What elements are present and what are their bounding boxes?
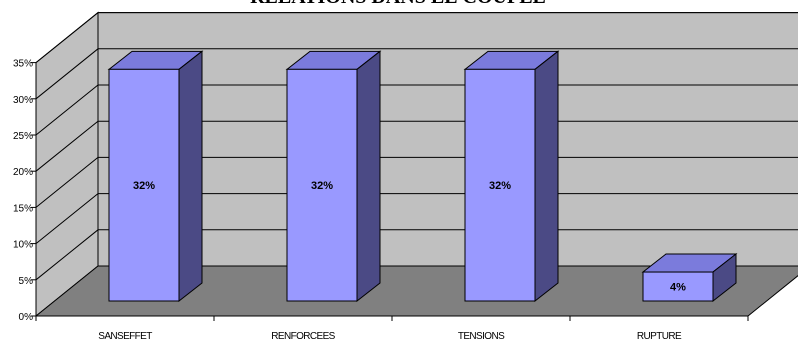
y-tick-label: 5% (19, 276, 34, 287)
x-tick-label: RUPTURE (637, 331, 682, 340)
bar-front (108, 68, 180, 302)
chart-walls (34, 11, 798, 318)
x-tick-label: RENFORCEES (271, 331, 335, 340)
back-wall (97, 12, 798, 267)
gridline (35, 48, 798, 100)
bar-front (286, 68, 358, 302)
bar: 32% (463, 50, 560, 303)
y-tick-label: 35% (13, 59, 33, 70)
bar-side (356, 50, 381, 303)
y-tick-label: 10% (13, 240, 33, 251)
bar-side (534, 50, 559, 303)
x-axis: SANSEFFET RENFORCEES TENSIONS RUPTURE (35, 315, 749, 340)
gridline (35, 120, 798, 172)
gridline (35, 193, 798, 244)
y-tick-label: 0% (19, 312, 34, 323)
y-tick-label: 30% (13, 95, 33, 106)
y-tick-label: 15% (13, 203, 33, 214)
data-label: 32% (489, 180, 511, 192)
y-tick-label: 25% (13, 131, 33, 142)
bar: 32% (107, 50, 204, 303)
gridline (35, 229, 798, 281)
data-label: 32% (311, 180, 333, 192)
bar-front (642, 271, 714, 302)
bar: 4% (641, 253, 738, 303)
data-label: 32% (133, 180, 155, 192)
x-tick-label: SANSEFFET (98, 331, 152, 340)
x-tick-label: TENSIONS (458, 331, 505, 340)
gridlines (35, 12, 798, 281)
gridline (35, 156, 798, 208)
y-tick-label: 20% (13, 167, 33, 178)
bars: 32% 32% 32% 4% (107, 50, 738, 303)
bar: 32% (285, 50, 382, 303)
gridline (35, 12, 798, 63)
y-axis: 0% 5% 10% 15% 20% 25% 30% 35% (13, 59, 37, 323)
gridline (35, 84, 798, 136)
bar-front (464, 68, 536, 302)
data-label: 4% (670, 282, 686, 294)
bar-side (178, 50, 203, 303)
chart-title: RELATIONS DANS LE COUPLE (250, 0, 546, 8)
